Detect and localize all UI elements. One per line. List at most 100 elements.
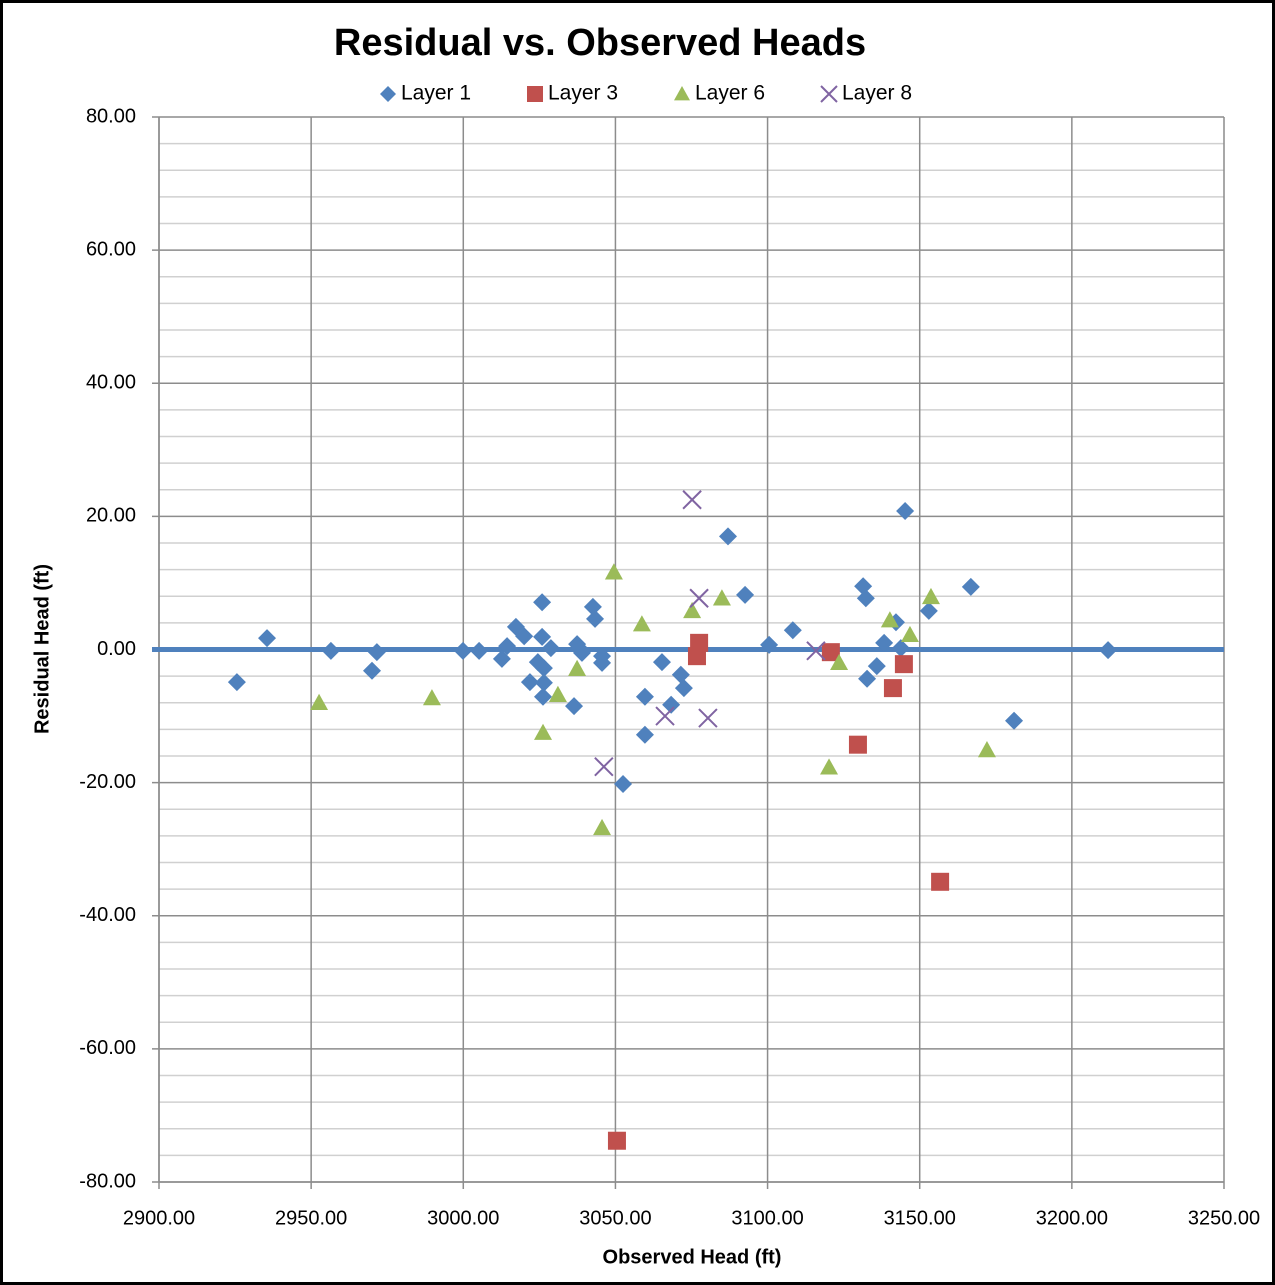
chart-title: Residual vs. Observed Heads	[334, 22, 866, 64]
point	[565, 697, 584, 716]
x-tick-label: 3100.00	[731, 1207, 803, 1229]
point	[894, 655, 913, 674]
y-tick-label: 60.00	[86, 238, 136, 260]
point	[470, 641, 489, 660]
point	[568, 659, 587, 677]
point	[520, 673, 539, 692]
x-tick-label: 3000.00	[427, 1207, 499, 1229]
point	[593, 653, 612, 672]
point	[604, 563, 623, 580]
point	[858, 669, 877, 688]
point	[921, 587, 940, 605]
point	[977, 741, 996, 758]
point	[258, 629, 277, 648]
point	[806, 641, 826, 661]
x-tick-label: 3200.00	[1036, 1207, 1108, 1229]
point	[635, 725, 654, 744]
point	[363, 661, 381, 680]
point	[534, 659, 553, 678]
y-tick-label: 40.00	[86, 372, 136, 394]
point	[367, 643, 386, 662]
point	[820, 758, 839, 775]
point	[632, 615, 651, 632]
point	[698, 708, 718, 728]
point	[875, 633, 894, 652]
x-tick-label: 3050.00	[579, 1207, 651, 1229]
point	[682, 490, 702, 510]
point	[931, 872, 950, 891]
point	[848, 735, 867, 754]
point	[919, 601, 938, 620]
point	[674, 679, 693, 698]
point	[534, 687, 553, 706]
point	[883, 679, 902, 698]
point	[891, 639, 910, 658]
point	[652, 653, 671, 672]
point	[614, 774, 633, 793]
point	[533, 593, 552, 612]
legend-label: Layer 6	[695, 82, 765, 105]
point	[533, 627, 552, 646]
point	[321, 641, 340, 660]
y-tick-label: -20.00	[79, 771, 136, 793]
point	[760, 635, 779, 654]
point	[655, 706, 675, 726]
point	[961, 577, 980, 596]
point	[736, 585, 755, 604]
point	[310, 693, 329, 710]
point	[593, 818, 612, 836]
x-tick-label: 3150.00	[884, 1207, 956, 1229]
point	[671, 665, 690, 684]
point	[1005, 711, 1024, 730]
point	[534, 673, 553, 692]
y-axis-title: Residual Head (ft)	[31, 564, 53, 734]
legend-label: Layer 8	[842, 82, 912, 105]
point	[662, 695, 681, 714]
legend-marker	[527, 86, 543, 102]
x-tick-label: 2950.00	[275, 1207, 347, 1229]
point	[687, 647, 706, 666]
legend-label: Layer 3	[548, 82, 618, 105]
x-tick-label: 3250.00	[1188, 1207, 1260, 1229]
point	[683, 601, 702, 619]
point	[712, 589, 731, 606]
point	[515, 627, 534, 646]
point	[635, 687, 654, 706]
x-tick-label: 2900.00	[123, 1207, 195, 1229]
point	[607, 1131, 626, 1150]
y-tick-label: -40.00	[79, 904, 136, 926]
point	[227, 673, 246, 692]
point	[583, 597, 602, 616]
y-tick-label: 20.00	[86, 505, 136, 527]
point	[821, 643, 840, 662]
point	[594, 756, 614, 777]
point	[830, 653, 849, 671]
point	[534, 723, 553, 740]
point	[719, 527, 738, 546]
y-tick-label: -60.00	[79, 1037, 136, 1059]
point	[498, 637, 517, 656]
point	[689, 588, 709, 608]
point	[854, 577, 873, 596]
point	[1099, 641, 1118, 660]
point	[783, 621, 802, 640]
y-tick-label: 80.00	[86, 105, 136, 127]
point	[880, 611, 899, 628]
point	[572, 643, 591, 662]
y-tick-label: 0.00	[97, 638, 136, 660]
point	[856, 589, 875, 608]
legend-marker	[820, 85, 838, 103]
legend-marker	[380, 86, 396, 102]
point	[453, 641, 472, 660]
point	[896, 502, 915, 521]
x-axis-title: Observed Head (ft)	[603, 1246, 782, 1268]
point	[900, 625, 919, 643]
legend-marker	[674, 86, 690, 101]
point	[422, 689, 441, 706]
y-tick-label: -80.00	[79, 1170, 136, 1192]
point	[541, 639, 560, 658]
point	[867, 657, 886, 676]
legend-label: Layer 1	[401, 82, 471, 105]
